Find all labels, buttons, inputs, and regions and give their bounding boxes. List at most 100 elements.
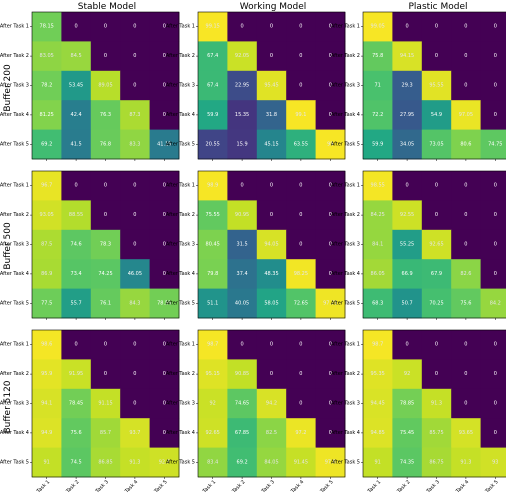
heatmap-cell [421,388,452,419]
cell-value-label: 91.3 [129,459,140,465]
x-tick-label: Task 5 [153,479,169,495]
heatmap-cell [227,200,258,231]
heatmap-cell [421,288,452,319]
y-tick-label: After Task 3 [0,83,29,89]
heatmap-cell [363,12,393,42]
heatmap-cell [61,200,92,231]
y-tick-label: After Task 4 [166,271,195,277]
cell-value-label: 0 [163,430,166,436]
heatmap-cell [451,359,481,390]
cell-value-label: 58.05 [264,300,278,306]
heatmap-cell [120,447,150,478]
cell-value-label: 22.95 [235,83,249,89]
cell-value-label: 86.05 [371,271,385,277]
heatmap-cell [421,447,452,478]
heatmap-cell [392,129,423,160]
heatmap-cell [286,70,316,101]
heatmap-cell [120,200,150,231]
cell-value-label: 27.95 [400,112,414,118]
cell-value-label: 0 [406,342,409,348]
heatmap-cell [451,447,481,478]
cell-value-label: 31.5 [237,242,248,248]
cell-value-label: 0 [435,342,438,348]
y-tick-label: After Task 2 [331,212,360,218]
cell-value-label: 0 [163,112,166,118]
y-tick-label: After Task 5 [166,459,195,465]
heatmap-cell [61,418,92,448]
cell-value-label: 55.25 [400,242,414,248]
heatmap-cell [198,330,228,360]
heatmap-cell [451,70,481,101]
heatmap-cell [421,12,452,42]
heatmap-panel: 98.7 0 0 0 0 95.35 92 0 0 0 94.45 78.85 91.3 0 0 94.85 7… [331,329,506,495]
heatmap-cell [32,330,62,360]
cell-value-label: 78.2 [41,83,52,89]
cell-value-label: 78.85 [400,401,414,407]
heatmap-cell [256,100,287,130]
heatmap-cell [198,288,228,319]
cell-value-label: 78.15 [40,24,54,30]
cell-value-label: 88.55 [69,212,83,218]
cell-value-label: 78.3 [100,242,111,248]
cell-value-label: 84.5 [71,53,82,59]
heatmap-cell [149,330,180,360]
cell-value-label: 20.55 [206,141,220,147]
cell-value-label: 59.9 [207,112,218,118]
heatmap-cell [315,288,346,319]
heatmap-cell [392,100,423,130]
cell-value-label: 0 [464,242,467,248]
heatmap-cell [286,359,316,390]
heatmap-cell [451,41,481,72]
y-tick-label: After Task 4 [331,112,360,118]
heatmap-cell [480,388,506,419]
cell-value-label: 0 [329,271,332,277]
heatmap-cell [61,70,92,101]
cell-value-label: 76.3 [100,112,111,118]
heatmap-cell [392,288,423,319]
heatmap-cell [451,171,481,201]
cell-value-label: 0 [494,242,497,248]
x-tick-label: Task 1 [35,479,51,495]
heatmap-cell [198,229,228,260]
cell-value-label: 0 [133,342,136,348]
heatmap-cell [198,70,228,101]
heatmap-cell [315,259,346,289]
x-tick-label: Task 5 [484,479,500,495]
heatmap-cell [120,288,150,319]
heatmap-cell [315,70,346,101]
heatmap-cell [286,229,316,260]
heatmap-cell [120,12,150,42]
cell-value-label: 0 [163,401,166,407]
heatmap-cell [451,200,481,231]
y-tick-label: After Task 2 [0,371,29,377]
cell-value-label: 95.55 [429,83,443,89]
cell-value-label: 69.2 [41,141,52,147]
cell-value-label: 82.6 [460,271,471,277]
cell-value-label: 91.3 [460,459,471,465]
cell-value-label: 0 [329,83,332,89]
heatmap-cell [198,171,228,201]
heatmap-cell [61,359,92,390]
cell-value-label: 0 [133,183,136,189]
cell-value-label: 74.6 [71,242,82,248]
cell-value-label: 15.9 [237,141,248,147]
heatmap-cell [315,129,346,160]
heatmap-cell [90,200,121,231]
heatmap-panel: 98.6 0 0 0 0 95.9 91.95 0 0 0 94.1 78.45 91.15 0 0 94.9… [0,329,180,495]
cell-value-label: 75.45 [400,430,414,436]
heatmap-cell [363,171,393,201]
heatmap-cell [315,418,346,448]
heatmap-cell [363,388,393,419]
cell-value-label: 91.45 [294,459,308,465]
cell-value-label: 0 [494,342,497,348]
cell-value-label: 42.4 [71,112,82,118]
heatmap-cell [392,70,423,101]
heatmap-cell [256,200,287,231]
y-tick-label: After Task 5 [331,141,360,147]
cell-value-label: 73.4 [71,271,82,277]
cell-value-label: 0 [299,24,302,30]
cell-value-label: 0 [270,212,273,218]
cell-value-label: 69.2 [237,459,248,465]
cell-value-label: 0 [163,342,166,348]
cell-value-label: 0 [494,24,497,30]
